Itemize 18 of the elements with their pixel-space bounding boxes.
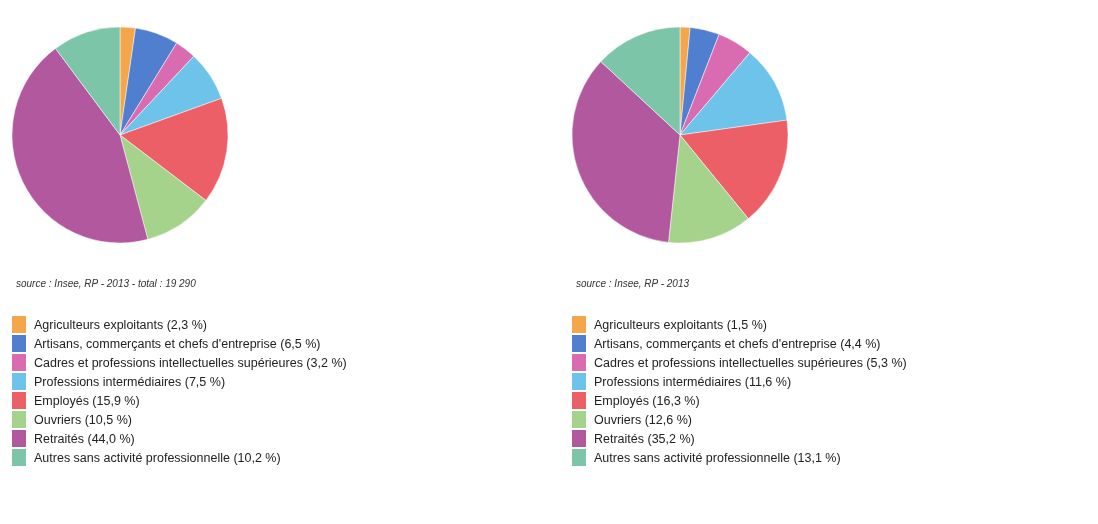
legend-label: Employés (15,9 %) bbox=[34, 394, 140, 408]
legend-label: Ouvriers (10,5 %) bbox=[34, 413, 132, 427]
source-note: source : Insee, RP - 2013 bbox=[576, 278, 690, 289]
legend-label: Artisans, commerçants et chefs d'entreprise (4,4 %) bbox=[594, 337, 881, 351]
legend-label: Cadres et professions intellectuelles supérieures (3,2 %) bbox=[34, 356, 347, 370]
legend-label: Autres sans activité professionnelle (13,1 %) bbox=[594, 451, 841, 465]
legend-label: Agriculteurs exploitants (1,5 %) bbox=[594, 318, 767, 332]
legend-label: Retraités (44,0 %) bbox=[34, 432, 135, 446]
source-note: source : Insee, RP - 2013 - total : 19 290 bbox=[16, 278, 197, 289]
legend-label: Retraités (35,2 %) bbox=[594, 432, 695, 446]
legend-label: Autres sans activité professionnelle (10,2 %) bbox=[34, 451, 281, 465]
legend-label: Agriculteurs exploitants (2,3 %) bbox=[34, 318, 207, 332]
legend-label: Artisans, commerçants et chefs d'entreprise (6,5 %) bbox=[34, 337, 321, 351]
legend-label: Professions intermédiaires (7,5 %) bbox=[34, 375, 226, 389]
legend-label: Cadres et professions intellectuelles supérieures (5,3 %) bbox=[594, 356, 907, 370]
legend-label: Ouvriers (12,6 %) bbox=[594, 413, 692, 427]
legend-label: Professions intermédiaires (11,6 %) bbox=[594, 375, 792, 389]
legend-label: Employés (16,3 %) bbox=[594, 394, 700, 408]
